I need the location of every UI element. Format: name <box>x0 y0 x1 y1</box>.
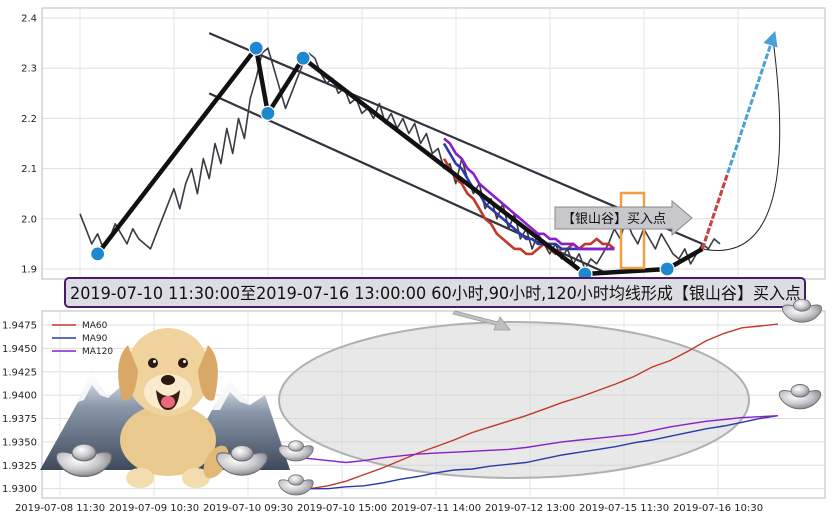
bottom-y-tick-label: 1.9475 <box>2 321 37 332</box>
banner-box <box>64 277 806 308</box>
legend-label: MA90 <box>82 334 108 344</box>
bottom-x-tick-label: 2019-07-10 09:30 <box>203 503 293 514</box>
callout-arrow-shape <box>554 199 693 237</box>
bottom-y-tick-label: 1.9400 <box>2 391 37 402</box>
legend: MA60 MA90 MA120 <box>52 321 113 357</box>
top-panel: 1.9 2.0 2.1 2.2 2.3 2.4 【银山谷】买入点 <box>21 7 826 282</box>
pivot-marker <box>248 40 264 56</box>
bottom-y-tick-label: 1.9450 <box>2 344 37 355</box>
silver-ingots <box>55 298 822 496</box>
bottom-panel: 1.9300 1.9325 1.9350 1.9375 1.9400 1.9425 1.94… <box>2 310 826 514</box>
top-y-tick-label: 2.1 <box>21 164 37 175</box>
buy-signal-callout: 【银山谷】买入点 <box>554 199 693 237</box>
bottom-x-tick-label: 2019-07-11 14:00 <box>391 503 481 514</box>
pivot-marker <box>260 105 276 121</box>
bottom-x-tick-label: 2019-07-16 10:30 <box>673 503 763 514</box>
top-y-tick-label: 2.0 <box>21 214 37 225</box>
callout-label: 【银山谷】买入点 <box>562 212 666 227</box>
pivot-marker <box>90 246 106 262</box>
silver-ingot-icon <box>55 443 113 478</box>
banner-text: 2019-07-10 11:30:00至2019-07-16 13:00:00 … <box>70 284 801 303</box>
bottom-y-tick-label: 1.9425 <box>2 367 37 378</box>
bottom-x-tick-label: 2019-07-10 15:00 <box>297 503 387 514</box>
silver-ingot-icon <box>778 384 822 410</box>
silver-ingot-icon <box>782 298 822 323</box>
valley-highlight-ellipse <box>278 321 750 479</box>
bottom-y-axis: 1.9300 1.9325 1.9350 1.9375 1.9400 1.9425 1.94… <box>2 321 37 496</box>
price-line <box>79 47 721 270</box>
bottom-x-tick-label: 2019-07-15 11:30 <box>579 503 669 514</box>
top-ma-line-3 <box>443 137 615 251</box>
bottom-x-tick-label: 2019-07-12 13:00 <box>485 503 575 514</box>
top-grid <box>42 8 825 279</box>
silver-ingot-icon <box>278 440 314 462</box>
annotation-banner: 2019-07-10 11:30:00至2019-07-16 13:00:00 … <box>64 277 806 308</box>
pointer-arrow <box>452 310 511 331</box>
bottom-series-ma90 <box>292 415 779 490</box>
signal-highlight-box <box>619 191 646 270</box>
top-y-tick-label: 2.3 <box>21 64 37 75</box>
legend-label: MA120 <box>82 347 113 357</box>
dog-illustration <box>118 328 229 488</box>
silver-ingot-icon <box>216 444 268 476</box>
projection-line-red <box>700 174 729 250</box>
price-series <box>79 47 721 270</box>
bottom-y-tick-label: 1.9300 <box>2 484 37 495</box>
bottom-y-tick-label: 1.9375 <box>2 414 37 425</box>
bottom-x-axis: 2019-07-08 11:30 2019-07-09 10:30 2019-07-… <box>15 503 763 514</box>
bottom-x-tick-label: 2019-07-08 11:30 <box>15 503 105 514</box>
top-y-tick-label: 2.2 <box>21 114 37 125</box>
bottom-y-tick-label: 1.9350 <box>2 437 37 448</box>
top-ma-line-1 <box>442 157 616 256</box>
top-y-tick-label: 1.9 <box>21 264 37 275</box>
pivot-markers <box>90 40 675 282</box>
bottom-y-tick-label: 1.9325 <box>2 461 37 472</box>
top-y-axis: 1.9 2.0 2.1 2.2 2.3 2.4 <box>21 14 37 276</box>
bottom-series-ma60 <box>291 323 779 494</box>
pivot-marker <box>659 261 675 277</box>
projection-arrow <box>700 30 781 251</box>
projection-curve <box>702 38 781 251</box>
top-plot-frame <box>41 7 826 280</box>
silver-ingot-icon <box>278 474 314 496</box>
top-y-tick-label: 2.4 <box>21 14 37 25</box>
legend-label: MA60 <box>82 321 108 331</box>
bottom-series <box>291 323 779 494</box>
pivot-marker <box>295 50 311 66</box>
bottom-x-tick-label: 2019-07-09 10:30 <box>109 503 199 514</box>
bottom-series-ma120 <box>291 415 779 464</box>
